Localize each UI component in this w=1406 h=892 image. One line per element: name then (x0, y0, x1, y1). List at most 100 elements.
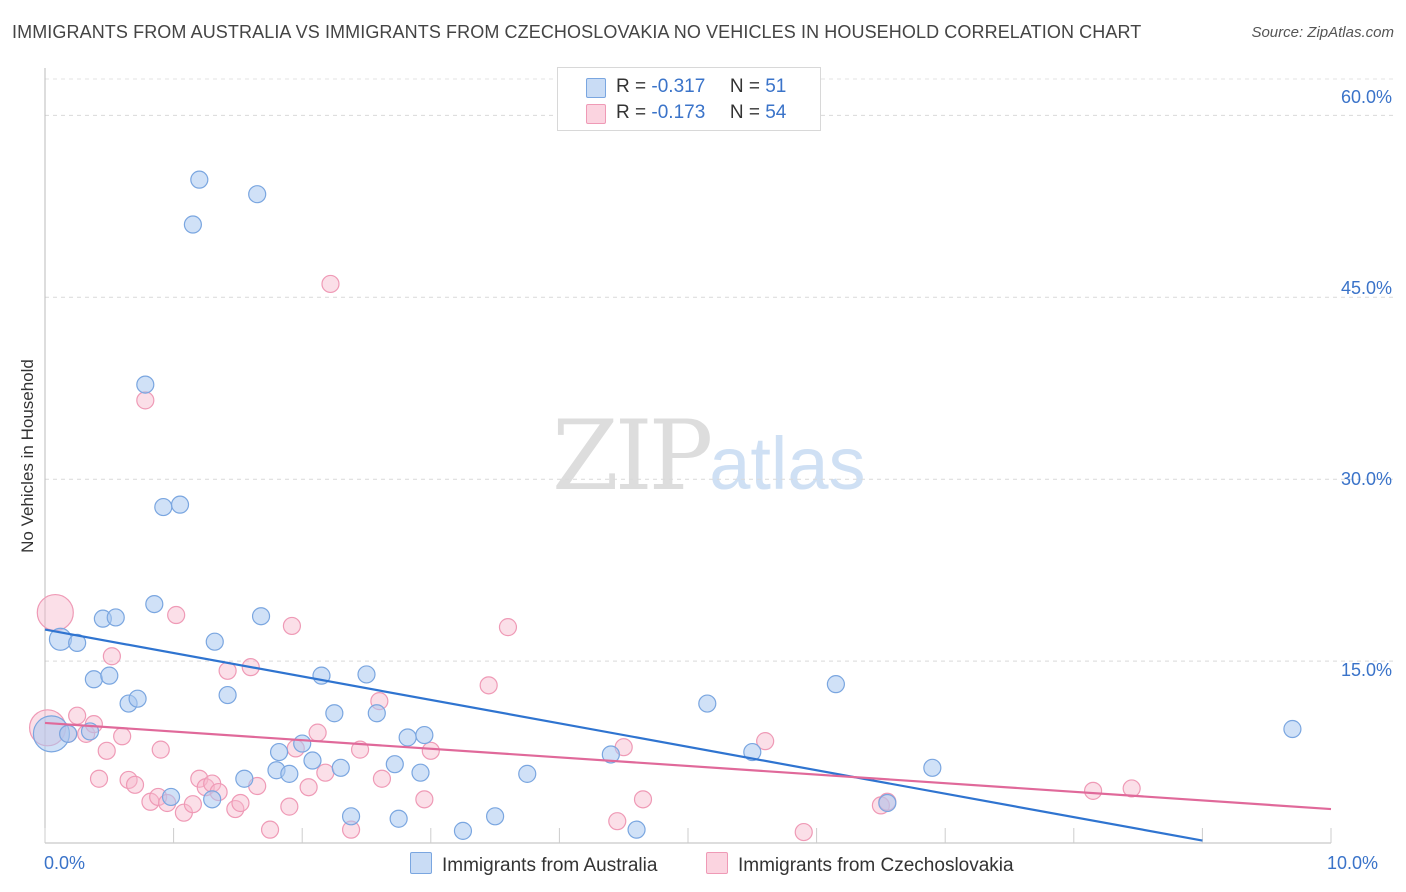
x-tick-label-max: 10.0% (1327, 853, 1379, 873)
australia-point (269, 742, 289, 762)
correlation-legend: R = -0.317 N = 51 R = -0.173 N = 54 (557, 67, 821, 131)
australia-point (357, 665, 376, 684)
czechoslovakia-point (794, 822, 813, 842)
czechoslovakia-point (756, 732, 775, 751)
australia-point (398, 728, 417, 747)
australia-point (601, 745, 620, 764)
legend-swatch-australia (586, 78, 606, 98)
australia-point (106, 608, 125, 627)
chart-title: IMMIGRANTS FROM AUSTRALIA VS IMMIGRANTS … (12, 22, 1142, 42)
legend-r-value: -0.317 (651, 76, 706, 97)
series-label-czechoslovakia: Immigrants from Czechoslovakia (738, 855, 1014, 876)
australia-point (235, 769, 254, 788)
series-label-australia: Immigrants from Australia (442, 855, 658, 876)
czechoslovakia-point (260, 820, 280, 839)
czechoslovakia-point (97, 741, 116, 760)
legend-r-label: R = (616, 102, 647, 123)
watermark: ZIPatlas (552, 400, 866, 512)
x-tick-label-min: 0.0% (44, 853, 86, 873)
australia-point (154, 497, 173, 517)
czechoslovakia-point (167, 605, 186, 625)
australia-point (136, 375, 155, 394)
australia-point (218, 685, 237, 705)
series-legend-czechoslovakia: Immigrants from Czechoslovakia (706, 852, 1014, 877)
australia-point (923, 758, 942, 777)
czechoslovakia-point (282, 616, 302, 636)
legend-row-czechoslovakia: R = -0.173 N = 54 (616, 102, 786, 124)
australia-point (145, 594, 164, 614)
legend-n-value: 51 (765, 76, 787, 97)
australia-point (203, 790, 222, 809)
czechoslovakia-point (608, 812, 627, 831)
australia-point (743, 742, 762, 762)
series-legend-australia: Immigrants from Australia (410, 852, 657, 877)
australia-point (486, 807, 505, 826)
australia-point (248, 185, 267, 204)
legend-n-label: N = (729, 76, 760, 97)
legend-swatch-czechoslovakia (586, 104, 606, 124)
series-swatch-australia (410, 852, 432, 874)
y-tick-label-60: 60.0% (1340, 87, 1392, 107)
czechoslovakia-point (231, 793, 250, 813)
australia-point (303, 751, 322, 770)
australia-point (385, 755, 404, 774)
watermark-atlas: atlas (709, 422, 866, 505)
australia-point (341, 807, 361, 826)
australia-point (190, 170, 209, 189)
czechoslovakia-point (316, 763, 335, 782)
y-tick-label-30: 30.0% (1340, 469, 1392, 489)
australia-point (205, 632, 224, 651)
australia-point (128, 689, 147, 708)
czechoslovakia-point (372, 769, 392, 788)
australia-point (251, 607, 271, 626)
series-swatch-czechoslovakia (706, 852, 728, 874)
legend-r-value: -0.173 (651, 102, 706, 123)
australia-point (878, 793, 897, 813)
czechoslovakia-trend-line (44, 721, 1332, 811)
australia-point (367, 704, 386, 723)
czechoslovakia-point (183, 795, 202, 814)
australia-point (389, 809, 408, 828)
australia-point (627, 820, 646, 839)
australia-point (161, 787, 181, 807)
czechoslovakia-point (68, 706, 87, 725)
czechoslovakia-point (280, 797, 299, 816)
czechoslovakia-point (321, 274, 340, 294)
czechoslovakia-point (136, 391, 155, 410)
czechoslovakia-point (421, 741, 440, 760)
australia-point (293, 734, 312, 753)
czechoslovakia-point (1083, 781, 1103, 800)
czechoslovakia-point (415, 790, 434, 809)
australia-point (1283, 719, 1302, 739)
czechoslovakia-point (308, 723, 327, 742)
australia-point (280, 764, 299, 783)
czechoslovakia-point (125, 775, 145, 794)
australia-point (331, 758, 350, 777)
czechoslovakia-point (89, 769, 109, 788)
australia-point (826, 675, 845, 694)
czechoslovakia-point (299, 778, 318, 797)
australia-point (698, 694, 717, 713)
australia-point (453, 821, 473, 840)
australia-point (411, 763, 430, 782)
y-tick-label-15: 15.0% (1340, 660, 1392, 680)
czechoslovakia-point (36, 593, 74, 632)
australia-point (170, 495, 190, 514)
australia-point (59, 724, 78, 743)
czechoslovakia-point (498, 618, 518, 637)
australia-point (415, 725, 434, 745)
australia-point (84, 670, 103, 689)
source-credit: Source: ZipAtlas.com (1251, 24, 1394, 41)
y-tick-label-45: 45.0% (1340, 278, 1392, 298)
legend-n-value: 54 (765, 102, 787, 123)
czechoslovakia-point (1122, 779, 1141, 798)
czechoslovakia-point (102, 647, 121, 666)
australia-point (100, 666, 119, 685)
legend-row-australia: R = -0.317 N = 51 (616, 76, 786, 98)
czechoslovakia-point (113, 727, 132, 746)
australia-point (325, 704, 344, 723)
czechoslovakia-point (151, 740, 170, 759)
czechoslovakia-point (479, 676, 498, 695)
australia-trend-line (44, 628, 1203, 842)
